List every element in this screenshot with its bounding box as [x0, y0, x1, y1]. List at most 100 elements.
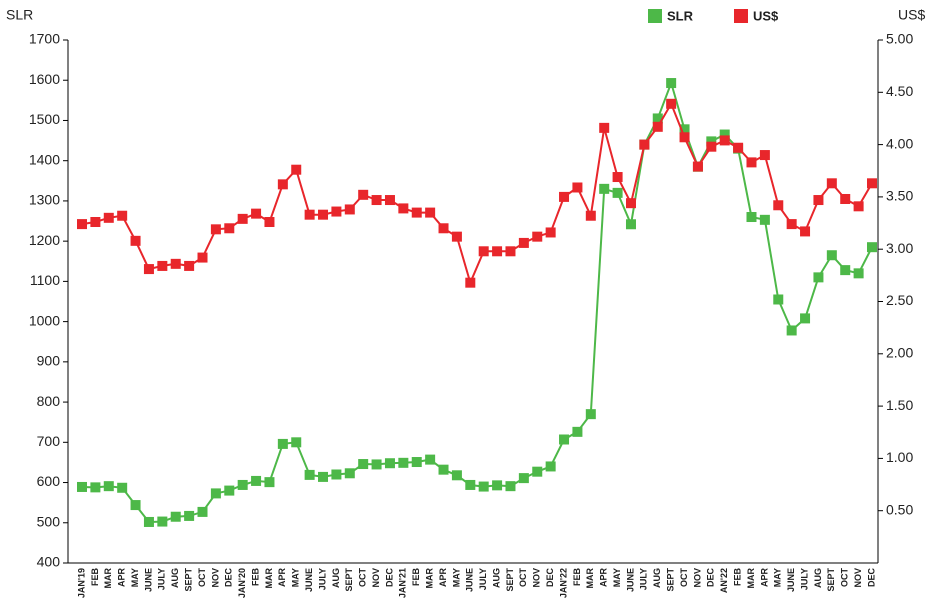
data-point — [840, 265, 851, 276]
data-point — [438, 223, 449, 234]
y-tick-label: 1700 — [29, 31, 60, 47]
x-tick-label: MAY — [291, 568, 301, 587]
data-point — [518, 473, 529, 484]
x-tick-label: JULY — [478, 568, 488, 590]
x-tick-label: MAY — [130, 568, 140, 587]
y-axis-title: SLR — [6, 7, 33, 23]
data-point — [291, 164, 302, 175]
x-tick-label: MAR — [264, 568, 274, 589]
x-tick-label: APR — [599, 568, 609, 588]
data-point — [264, 477, 275, 488]
data-point — [384, 195, 395, 206]
data-point — [371, 459, 382, 470]
data-point — [478, 246, 489, 257]
data-point — [813, 272, 824, 283]
x-tick-label: AUG — [491, 568, 501, 588]
data-point — [143, 516, 154, 527]
x-tick-label: APR — [277, 568, 287, 588]
x-tick-label: OCT — [197, 568, 207, 588]
data-point — [826, 250, 837, 261]
data-point — [170, 511, 181, 522]
x-tick-label: NOV — [210, 568, 220, 588]
legend-swatch — [734, 9, 748, 23]
data-point — [773, 200, 784, 211]
data-point — [733, 142, 744, 153]
data-point — [157, 516, 168, 527]
data-point — [800, 313, 811, 324]
y2-tick-label: 3.00 — [886, 240, 913, 256]
data-point — [612, 187, 623, 198]
y2-tick-label: 4.00 — [886, 135, 913, 151]
x-tick-label: SEPT — [666, 568, 676, 592]
x-tick-label: NOV — [692, 568, 702, 588]
data-point — [398, 457, 409, 468]
data-point — [103, 481, 114, 492]
data-point — [706, 141, 717, 152]
x-tick-label: DEC — [545, 568, 555, 588]
data-point — [197, 506, 208, 517]
x-tick-label: MAR — [746, 568, 756, 589]
x-tick-label: JAN'21 — [398, 568, 408, 598]
x-tick-label: FEB — [732, 567, 742, 586]
data-point — [130, 235, 141, 246]
data-point — [572, 182, 583, 193]
data-point — [478, 481, 489, 492]
series-line — [81, 79, 873, 524]
data-point — [826, 178, 837, 189]
x-tick-label: MAY — [451, 568, 461, 587]
data-point — [237, 213, 248, 224]
data-point — [532, 466, 543, 477]
x-tick-label: DEC — [384, 568, 394, 588]
y2-tick-label: 1.50 — [886, 397, 913, 413]
data-point — [117, 482, 128, 493]
data-point — [184, 260, 195, 271]
data-point — [184, 510, 195, 521]
data-point — [157, 260, 168, 271]
y-tick-label: 900 — [37, 353, 61, 369]
data-point — [652, 121, 663, 132]
data-point — [679, 132, 690, 143]
y-tick-label: 1100 — [30, 272, 60, 288]
y2-tick-label: 2.00 — [886, 345, 913, 361]
data-point — [143, 264, 154, 275]
data-point — [451, 470, 462, 481]
data-point — [465, 277, 476, 288]
y2-tick-label: 3.50 — [886, 188, 913, 204]
data-point — [304, 209, 315, 220]
x-tick-label: JUNE — [143, 568, 153, 592]
data-point — [639, 139, 650, 150]
data-point — [425, 207, 436, 218]
data-point — [277, 179, 288, 190]
data-point — [371, 195, 382, 206]
data-point — [706, 136, 717, 147]
data-point — [719, 129, 730, 140]
data-point — [77, 481, 87, 492]
x-tick-label: AUG — [813, 568, 823, 588]
data-point — [411, 457, 422, 468]
y2-axis-title: US$ — [898, 7, 925, 23]
data-point — [224, 223, 235, 234]
data-point — [599, 183, 610, 194]
y-tick-label: 500 — [37, 513, 61, 529]
x-tick-label: JUNE — [304, 568, 314, 592]
data-point — [170, 258, 181, 269]
x-tick-label: JULY — [639, 568, 649, 590]
y-tick-label: 600 — [37, 473, 61, 489]
x-tick-label: SEPT — [826, 568, 836, 592]
data-point — [652, 113, 663, 124]
data-point — [625, 198, 636, 209]
y-tick-label: 1400 — [29, 151, 60, 167]
data-point — [853, 201, 864, 212]
x-tick-label: DEC — [224, 568, 234, 588]
data-point — [612, 172, 623, 183]
data-point — [304, 469, 315, 480]
x-tick-label: SEPT — [505, 568, 515, 592]
data-point — [505, 246, 516, 257]
x-tick-label: MAY — [773, 568, 783, 587]
x-tick-label: OCT — [518, 568, 528, 588]
data-point — [813, 195, 824, 206]
data-point — [572, 426, 583, 437]
x-tick-label: JAN'20 — [237, 568, 247, 598]
data-point — [759, 150, 770, 161]
y-tick-label: 400 — [37, 554, 61, 570]
